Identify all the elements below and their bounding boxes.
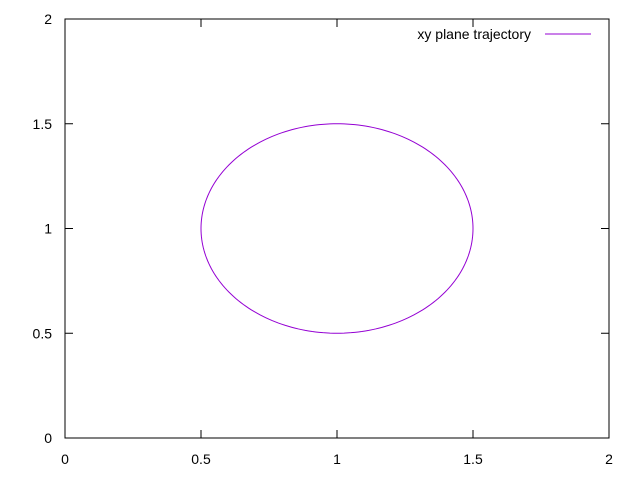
y-tick-label: 0 [44, 430, 52, 446]
x-tick-label: 2 [605, 451, 613, 467]
legend: xy plane trajectory [417, 26, 591, 42]
y-tick-label: 0.5 [33, 325, 53, 341]
x-tick-label: 0 [61, 451, 69, 467]
x-tick-label: 1 [333, 451, 341, 467]
x-tick-label: 1.5 [463, 451, 483, 467]
series-layer [200, 123, 474, 334]
axis-tick-labels: 0 0.5 1 1.5 2 0 0.5 1 1.5 2 [33, 11, 614, 467]
y-tick-label: 1 [44, 221, 52, 237]
y-tick-label: 1.5 [33, 116, 53, 132]
plot-frame [64, 18, 610, 439]
axis-ticks [64, 18, 610, 439]
y-tick-label: 2 [44, 11, 52, 27]
trajectory-line [200, 123, 474, 334]
x-tick-label: 0.5 [191, 451, 211, 467]
legend-label: xy plane trajectory [417, 26, 531, 42]
